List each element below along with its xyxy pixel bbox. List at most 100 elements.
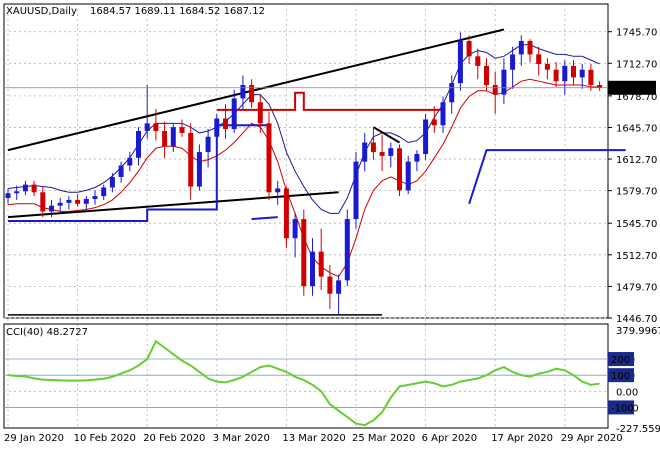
candle-bullish <box>275 188 281 193</box>
candle-bullish <box>292 219 298 239</box>
candle-bullish <box>109 176 115 188</box>
ohlc-readout: 1684.57 1689.11 1684.52 1687.12 <box>90 6 265 17</box>
price-axis-label: 1512.70 <box>616 251 657 262</box>
candle-bullish <box>388 148 394 156</box>
cci-level-tag-label: 200 <box>611 355 630 366</box>
candle-bullish <box>501 69 507 95</box>
candle-bearish <box>153 123 159 131</box>
candle-bullish <box>5 193 11 199</box>
candle-bearish <box>188 132 194 187</box>
price-axis-label: 1446.70 <box>616 314 657 325</box>
time-axis-label: 17 Apr 2020 <box>491 433 553 444</box>
candle-bullish <box>196 152 202 187</box>
price-panel: 1745.70 1712.70 1678.70 1645.70 1612.70 1579.… <box>3 3 657 444</box>
current-price-tag <box>608 80 656 95</box>
candle-bullish <box>92 196 98 199</box>
price-axis-label: 1745.70 <box>616 28 657 39</box>
candle-bearish <box>475 56 481 66</box>
cci-level-tag-label: 100 <box>611 371 630 382</box>
black-short-line <box>372 126 401 144</box>
candle-bullish <box>336 280 342 294</box>
time-axis-label: 29 Apr 2020 <box>561 433 623 444</box>
candle-bullish <box>344 219 350 281</box>
cci-level-tag <box>608 368 634 383</box>
blue-step-line-2 <box>468 149 626 205</box>
candle-bearish <box>571 65 576 78</box>
cci-axis-label: 0.00 <box>616 387 638 398</box>
candle-bearish <box>484 65 489 86</box>
candle-bullish <box>144 123 150 131</box>
time-axis-label: 3 Mar 2020 <box>213 433 270 444</box>
price-axis-label: 1579.70 <box>616 187 657 198</box>
red-step-line <box>216 91 443 111</box>
current-price-label: 1687.12 <box>612 84 653 95</box>
cci-line <box>7 339 600 427</box>
candle-bullish <box>14 191 20 194</box>
candle-bullish <box>127 157 133 166</box>
candle-bullish <box>423 119 429 154</box>
candle-bullish <box>240 85 246 99</box>
candle-bearish <box>223 118 228 130</box>
upper-trendline <box>7 28 505 152</box>
cci-axis-label: -227.5591 <box>616 424 660 435</box>
candle-bullish <box>440 102 446 126</box>
candle-bullish <box>170 127 176 147</box>
candle-bullish <box>310 251 315 287</box>
candle-bullish <box>362 142 368 162</box>
candle-bearish <box>397 148 402 191</box>
candle-bearish <box>553 69 559 82</box>
candle-bearish <box>544 63 550 70</box>
candle-bearish <box>31 184 37 193</box>
price-axis-label: 1678.70 <box>616 92 657 103</box>
time-axis-label: 6 Apr 2020 <box>422 433 477 444</box>
time-axis-label: 29 Jan 2020 <box>4 433 64 444</box>
candle-bullish <box>449 83 455 103</box>
chart-title: XAUUSD,Daily <box>6 6 77 17</box>
candle-bearish <box>466 40 472 57</box>
candle-bullish <box>457 40 463 84</box>
candle-bearish <box>370 142 376 153</box>
candle-bullish <box>579 69 585 78</box>
price-axis-label: 1545.70 <box>616 219 657 230</box>
candle-bearish <box>266 123 272 193</box>
candle-bearish <box>492 85 498 95</box>
cci-level-tag <box>608 400 634 415</box>
candle-bearish <box>536 54 542 64</box>
candle-bullish <box>22 184 28 192</box>
cci-level-tag-label: -100 <box>611 403 634 414</box>
candle-bullish <box>83 198 89 204</box>
candle-bearish <box>327 276 333 294</box>
candle-bearish <box>283 188 289 239</box>
candle-bearish <box>40 192 46 212</box>
price-axis-label: 1712.70 <box>616 59 657 70</box>
candle-bullish <box>66 199 72 203</box>
cci-panel: 379.99672001000.00-100-227.5591200100-10… <box>3 323 660 435</box>
candle-bearish <box>257 102 263 124</box>
candle-bearish <box>588 69 594 86</box>
time-axis-label: 25 Mar 2020 <box>352 433 415 444</box>
candle-bullish <box>214 118 220 137</box>
upper-band-line <box>7 44 600 214</box>
cci-level-tag <box>608 352 634 367</box>
candle-bearish <box>379 152 385 156</box>
candle-bullish <box>57 202 63 206</box>
price-axis-label: 1479.70 <box>616 282 657 293</box>
time-axis-label: 10 Feb 2020 <box>74 433 136 444</box>
candle-bearish <box>301 219 307 287</box>
candle-bearish <box>597 85 603 88</box>
cci-axis-label: 379.9967 <box>616 326 660 337</box>
price-axis-label: 1645.70 <box>616 123 657 134</box>
candle-bullish <box>205 136 211 153</box>
cci-title: CCI(40) 48.2727 <box>6 327 88 338</box>
candle-bullish <box>353 161 359 220</box>
candle-bullish <box>414 153 420 162</box>
candle-bullish <box>118 165 124 177</box>
candle-bearish <box>527 40 533 55</box>
price-axis-label: 1612.70 <box>616 155 657 166</box>
blue-short-line <box>251 216 278 221</box>
candle-bearish <box>249 85 255 103</box>
candle-bearish <box>162 130 168 147</box>
candle-bullish <box>231 98 237 130</box>
candle-bullish <box>49 205 54 212</box>
